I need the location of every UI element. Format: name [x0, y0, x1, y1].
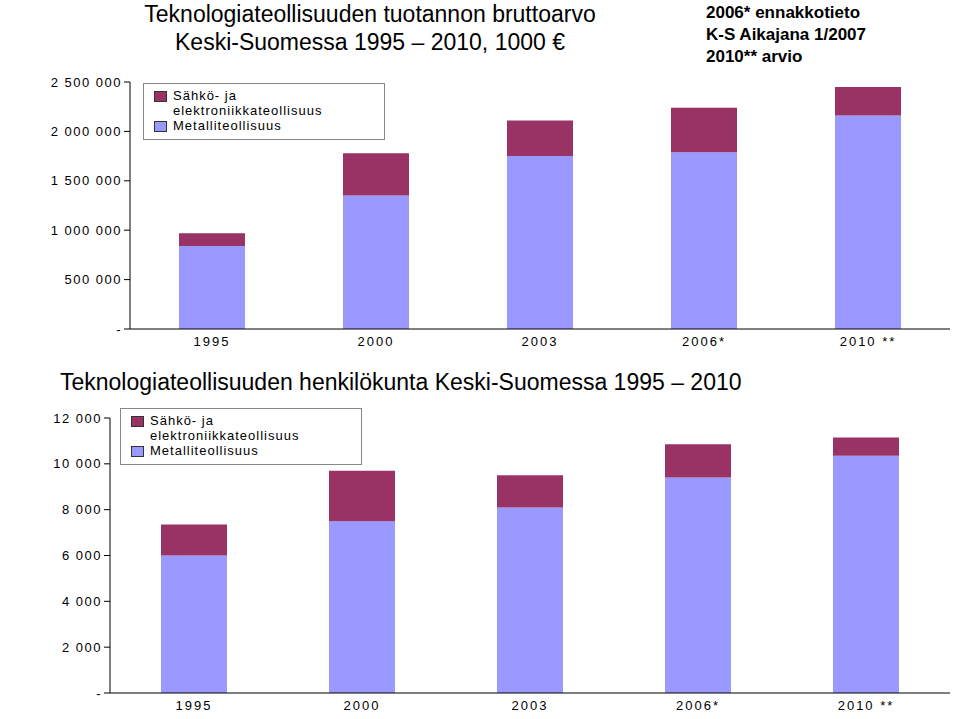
- svg-text:1995: 1995: [176, 698, 213, 713]
- svg-text:-: -: [96, 686, 102, 701]
- svg-text:2003: 2003: [512, 698, 549, 713]
- svg-text:2003: 2003: [522, 334, 559, 349]
- html-text:Sähkö- ja elektroniikkateollis: Sähkö- ja elektroniikkateollisuus: [150, 413, 300, 443]
- html-text:2006* ennakkotieto: 2006* ennakkotieto: [706, 3, 860, 22]
- svg-text:2006*: 2006*: [676, 698, 720, 713]
- html-text:2010** arvio: 2010** arvio: [706, 47, 803, 66]
- svg-text:2000: 2000: [358, 334, 395, 349]
- svg-text:6 000: 6 000: [62, 548, 102, 563]
- html-text:Teknologiateollisuuden tuotann: Teknologiateollisuuden tuotannon bruttoa…: [144, 1, 596, 55]
- svg-text:2 000: 2 000: [62, 640, 102, 655]
- svg-text:2000: 2000: [344, 698, 381, 713]
- svg-text:1995: 1995: [194, 334, 231, 349]
- svg-text:12 000: 12 000: [53, 411, 102, 426]
- svg-text:2010 **: 2010 **: [838, 698, 895, 713]
- svg-text:1 500 000: 1 500 000: [51, 173, 122, 188]
- svg-text:2010 **: 2010 **: [840, 334, 897, 349]
- html-text:Teknologiateollisuuden henkilö: Teknologiateollisuuden henkilökunta Kesk…: [60, 369, 742, 395]
- svg-text:2 500 000: 2 500 000: [51, 75, 122, 90]
- html-text:K-S Aikajana 1/2007: K-S Aikajana 1/2007: [706, 25, 866, 44]
- svg-text:4 000: 4 000: [62, 594, 102, 609]
- svg-text:2006*: 2006*: [682, 334, 726, 349]
- svg-text:500 000: 500 000: [65, 272, 123, 287]
- html-text:Metalliteollisuus: Metalliteollisuus: [150, 443, 259, 458]
- svg-text:2 000 000: 2 000 000: [51, 124, 122, 139]
- html-text:Metalliteollisuus: Metalliteollisuus: [173, 118, 282, 133]
- html-text:Sähkö- ja elektroniikkateollis: Sähkö- ja elektroniikkateollisuus: [173, 88, 323, 118]
- svg-text:-: -: [116, 322, 122, 337]
- svg-text:10 000: 10 000: [53, 456, 102, 471]
- svg-text:1 000 000: 1 000 000: [51, 223, 122, 238]
- svg-text:8 000: 8 000: [62, 502, 102, 517]
